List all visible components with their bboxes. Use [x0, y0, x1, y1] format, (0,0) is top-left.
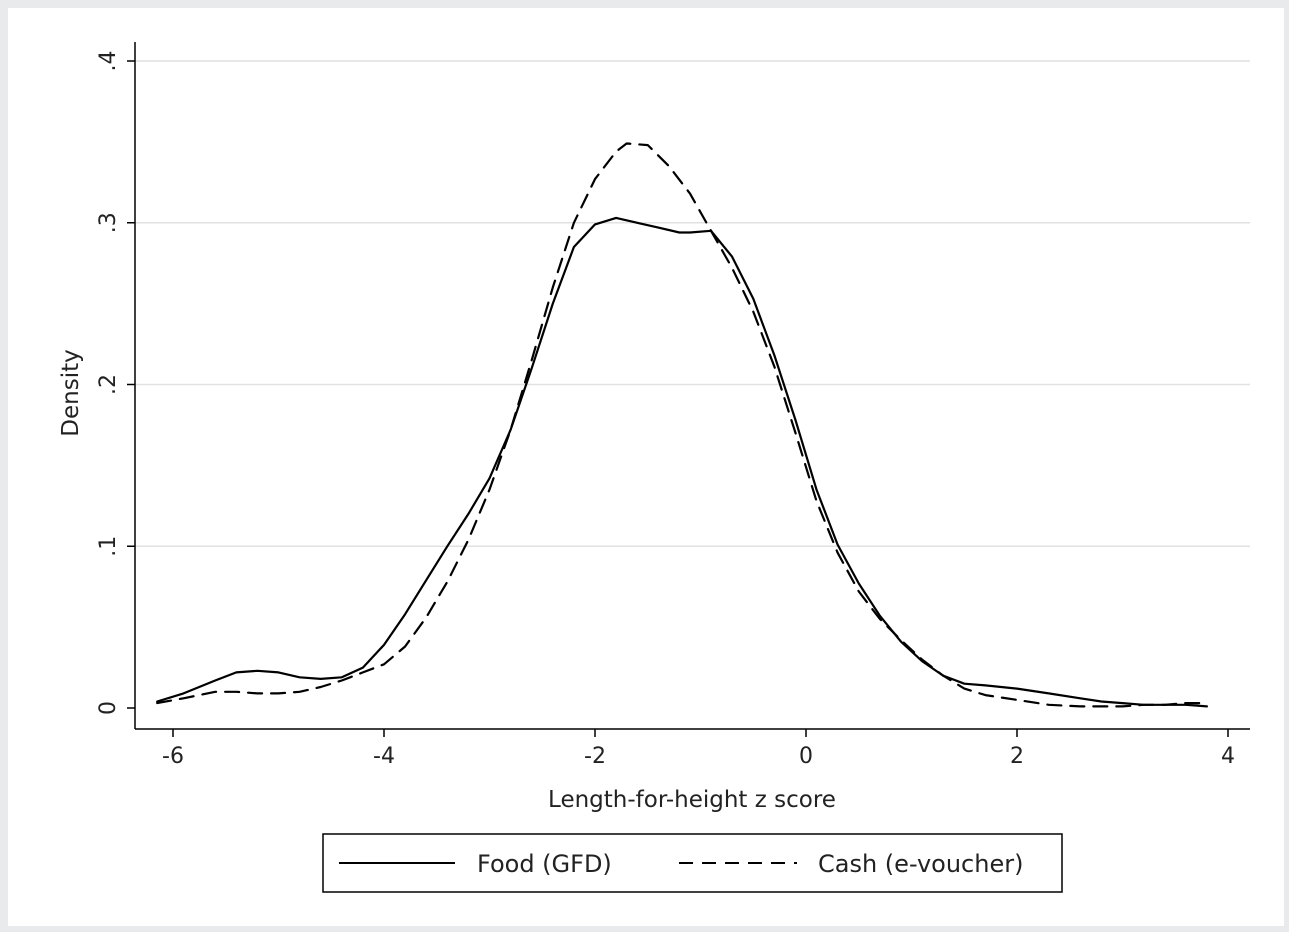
- y-tick-label-4: .4: [96, 51, 121, 72]
- series-line-food-gfd: [156, 216, 1209, 708]
- x-tick-label-0: -6: [162, 744, 184, 769]
- grid-layer: [135, 60, 1250, 547]
- density-chart: 0 .1 .2 .3 .4 -6 -4 -2 0 2 4 Length-for-height z s…: [58, 42, 1250, 893]
- chart-container: 0 .1 .2 .3 .4 -6 -4 -2 0 2 4 Length-for-height z s…: [8, 8, 1284, 926]
- y-tick-label-0: 0: [96, 701, 121, 715]
- series-layer: [156, 142, 1209, 708]
- y-axis-title: Density: [58, 349, 84, 436]
- y-tick-label-1: .1: [96, 536, 121, 557]
- legend-label-food: Food (GFD): [477, 850, 612, 878]
- y-tick-label-3: .3: [96, 212, 121, 233]
- x-tick-label-1: -4: [373, 744, 395, 769]
- x-tick-label-4: 2: [1010, 744, 1024, 769]
- series-line-cash-evoucher: [156, 142, 1209, 708]
- axis-layer: 0 .1 .2 .3 .4 -6 -4 -2 0 2 4: [96, 42, 1250, 769]
- x-tick-label-3: 0: [799, 744, 813, 769]
- x-tick-label-2: -2: [584, 744, 606, 769]
- x-axis-title: Length-for-height z score: [548, 787, 836, 813]
- legend: Food (GFD) Cash (e-voucher): [322, 833, 1063, 893]
- legend-label-cash: Cash (e-voucher): [818, 850, 1023, 878]
- y-tick-label-2: .2: [96, 374, 121, 395]
- x-tick-label-5: 4: [1221, 744, 1235, 769]
